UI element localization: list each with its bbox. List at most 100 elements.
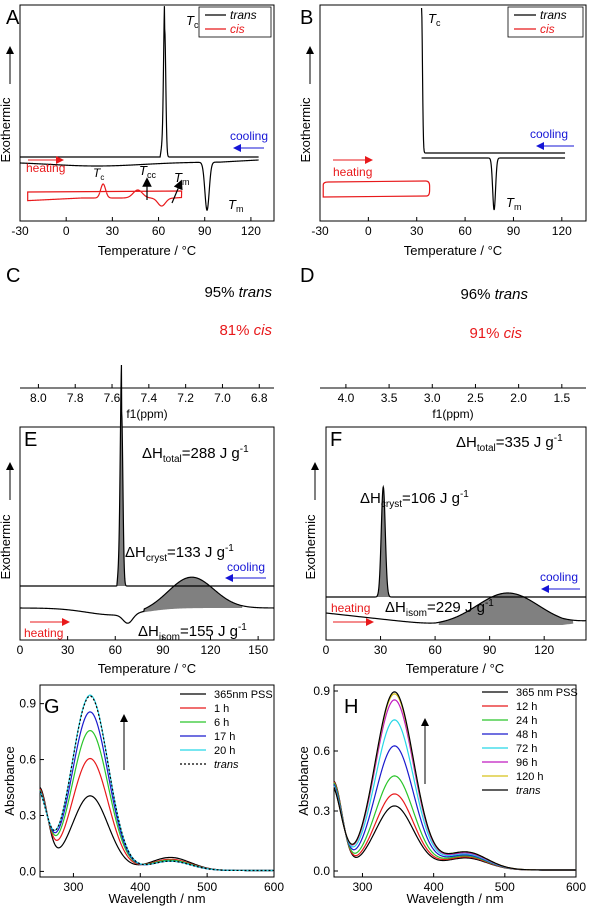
trans-heating-curve-a <box>19 159 259 211</box>
dh-total-label-e: ΔHtotal=288 J g-1 <box>142 444 249 465</box>
x-axis-ticks-d: 4.0 3.5 3.0 2.5 2.0 1.5 <box>338 384 570 405</box>
legend-label-g-5: trans <box>214 759 239 771</box>
x-axis-h-tick-label: 600 <box>566 880 586 894</box>
x-axis-d-tick-label: 3.0 <box>424 391 441 405</box>
x-axis-a-tick-label: -30 <box>11 224 29 238</box>
panel-g: G 300 400 500 600 0.0 0.3 0.6 0.9 Wavelength / … <box>2 684 284 906</box>
legend-g: 365nm PSS 1 h 6 h 17 h 20 h trans <box>180 689 273 771</box>
cooling-curve-e <box>20 365 274 587</box>
x-axis-d-tick-label: 4.0 <box>338 391 355 405</box>
x-axis-a-tick-label: 0 <box>63 224 70 238</box>
x-axis-label-g: Wavelength / nm <box>108 891 205 906</box>
x-axis-label-a: Temperature / °C <box>98 243 196 258</box>
trans-heating-curve-b <box>421 157 566 211</box>
cooling-curve-f <box>326 484 586 598</box>
y-axis-h-tick-label: 0.9 <box>313 684 330 698</box>
panel-label-g: G <box>44 696 60 718</box>
legend-h: 365 nm PSS 12 h 24 h 48 h 72 h 96 h 120 h trans <box>482 687 578 797</box>
y-axis-label-h: Absorbance <box>296 746 311 815</box>
trans-percent-label-d: 96% trans <box>460 286 528 303</box>
x-axis-d-tick-label: 2.5 <box>467 391 484 405</box>
x-axis-e-tick-label: 150 <box>248 643 268 657</box>
panel-label-e: E <box>24 429 37 451</box>
dh-total-label-f: ΔHtotal=335 J g-1 <box>456 433 563 454</box>
x-axis-label-b: Temperature / °C <box>404 243 502 258</box>
x-axis-a-tick-label: 30 <box>106 224 120 238</box>
crystallization-area-e <box>115 365 127 586</box>
trans-cooling-curve-b <box>420 7 566 154</box>
y-axis-h-tick-label: 0.3 <box>313 804 330 818</box>
x-axis-f-tick-label: 120 <box>534 643 554 657</box>
panel-label-b: B <box>300 7 313 29</box>
y-axis-g-tick-label: 0.0 <box>19 864 36 878</box>
cooling-label-b: cooling <box>530 127 568 141</box>
trans-percent-label-c: 95% trans <box>204 284 272 301</box>
x-axis-ticks-e: 0 30 60 90 120 150 <box>17 636 268 657</box>
panel-label-d: D <box>300 265 314 287</box>
x-axis-c-tick-label: 7.4 <box>140 391 157 405</box>
legend-a <box>198 6 272 38</box>
y-axis-label-b: Exothermic <box>298 97 313 163</box>
x-axis-g-tick-label: 600 <box>264 880 284 894</box>
legend-label-h-3: 48 h <box>516 729 537 741</box>
legend-label-cis-a: cis <box>230 22 245 36</box>
isomerization-area-e <box>140 577 243 613</box>
axis-ticks-h: 300 400 500 600 0.0 0.3 0.6 0.9 <box>313 684 586 894</box>
x-axis-e-tick-label: 0 <box>17 643 24 657</box>
dh-cryst-label-f: ΔHcryst=106 J g-1 <box>360 489 469 510</box>
plot-frame-e <box>19 426 275 641</box>
x-axis-ticks-b: -30 0 30 60 90 120 <box>311 217 572 238</box>
y-axis-h-tick-label: 0.0 <box>313 864 330 878</box>
heating-label-a: heating <box>26 161 65 175</box>
legend-label-h-4: 72 h <box>516 743 537 755</box>
tm-cis-arrow-a <box>171 179 183 204</box>
x-axis-f-tick-label: 30 <box>374 643 388 657</box>
panel-label-a: A <box>6 7 20 29</box>
cis-curve-b <box>322 180 431 198</box>
x-axis-label-d: f1(ppm) <box>432 407 473 421</box>
panel-c: C 8.0 7.8 7.6 7.4 7.2 7.0 6.8 f1(ppm) 95% tran… <box>6 265 274 421</box>
panel-f: F 0 30 60 90 120 Temperature / °C Exothermic… <box>303 426 587 676</box>
x-axis-label-e: Temperature / °C <box>98 661 196 676</box>
series-line-g-2 <box>39 729 274 872</box>
tc-label-a: Tc <box>186 13 199 30</box>
x-axis-label-c: f1(ppm) <box>126 407 167 421</box>
series-line-g-0 <box>39 787 274 872</box>
tc-label-b: Tc <box>428 11 441 28</box>
x-axis-b-tick-label: 60 <box>458 224 472 238</box>
heating-label-e: heating <box>24 626 63 640</box>
legend-label-trans-a: trans <box>230 8 257 22</box>
x-axis-h-tick-label: 400 <box>424 880 444 894</box>
crystallization-area-f <box>375 487 392 597</box>
tm-label-b: Tm <box>506 195 521 212</box>
cooling-label-e: cooling <box>227 560 265 574</box>
x-axis-e-tick-label: 90 <box>156 643 170 657</box>
x-axis-a-tick-label: 60 <box>152 224 166 238</box>
plot-frame-a <box>19 4 275 222</box>
isomerization-area-f <box>438 593 574 625</box>
x-axis-h-tick-label: 300 <box>352 880 372 894</box>
x-axis-a-tick-label: 120 <box>241 224 261 238</box>
legend-label-h-0: 365 nm PSS <box>516 687 578 699</box>
x-axis-ticks-a: -30 0 30 60 90 120 <box>11 217 261 238</box>
y-axis-label-g: Absorbance <box>2 746 17 815</box>
tm-cis-label-a: Tm <box>174 170 189 187</box>
x-axis-c-tick-label: 7.0 <box>214 391 231 405</box>
x-axis-c-tick-label: 7.8 <box>67 391 84 405</box>
x-axis-d-tick-label: 2.0 <box>510 391 527 405</box>
x-axis-f-tick-label: 0 <box>323 643 330 657</box>
legend-label-g-4: 20 h <box>214 745 235 757</box>
legend-label-h-6: 120 h <box>516 771 544 783</box>
x-axis-c-tick-label: 7.6 <box>104 391 121 405</box>
plot-frame-g <box>39 684 275 878</box>
x-axis-e-tick-label: 60 <box>109 643 123 657</box>
heating-label-b: heating <box>333 165 372 179</box>
y-axis-h-tick-label: 0.6 <box>313 744 330 758</box>
x-axis-f-tick-label: 90 <box>483 643 497 657</box>
cis-curve-a <box>27 183 183 207</box>
heating-curve-e <box>20 576 274 624</box>
series-line-h-7 <box>333 691 576 871</box>
legend-label-trans-b: trans <box>540 8 567 22</box>
legend-label-h-1: 12 h <box>516 701 537 713</box>
